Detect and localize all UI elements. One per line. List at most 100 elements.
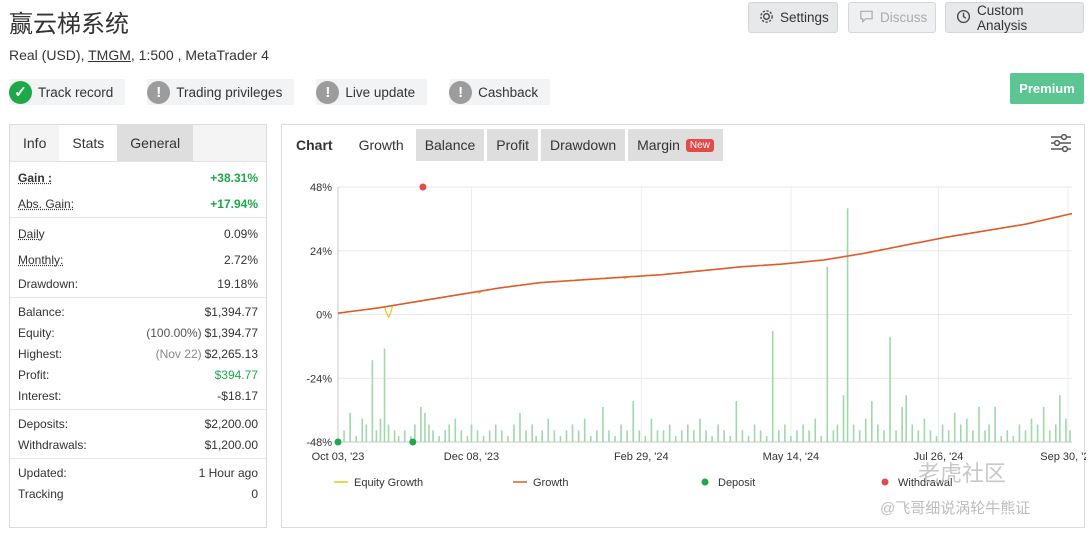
activity-bar (1042, 406, 1045, 442)
daily-value: 0.09% (223, 226, 258, 241)
activity-bar (680, 430, 683, 442)
tab-info[interactable]: Info (23, 135, 47, 151)
activity-bar (444, 430, 446, 442)
activity-bar (424, 412, 426, 442)
activity-bar (614, 436, 616, 442)
activity-bar (620, 424, 622, 442)
activity-bar (650, 418, 653, 442)
activity-bar (917, 430, 920, 442)
watermark-text: 老虎社区 (918, 461, 1007, 486)
activity-bar (403, 430, 406, 442)
activity-bar (796, 430, 798, 442)
equity-row: Equity: (100.00%) $1,394.77 (18, 322, 258, 343)
tab-profit[interactable]: Profit (487, 129, 538, 161)
abs-gain-label[interactable]: Abs. Gain: (18, 196, 75, 211)
activity-bar (978, 406, 980, 442)
activity-bar (1018, 424, 1021, 442)
custom-analysis-label: Custom Analysis (977, 2, 1028, 33)
activity-bar (383, 348, 386, 442)
activity-bar (832, 430, 835, 442)
badge-cashback[interactable]: ! Cashback (449, 79, 551, 105)
activity-bar (432, 430, 434, 442)
activity-bar (375, 430, 378, 442)
activity-bar (448, 424, 451, 442)
account-details: , 1:500 , MetaTrader 4 (130, 47, 269, 63)
activity-bar (864, 418, 867, 442)
tab-margin[interactable]: Margin New (628, 129, 723, 161)
deposit-point (409, 438, 417, 446)
discuss-button[interactable]: Discuss (848, 2, 936, 33)
activity-bar (553, 430, 556, 442)
activity-bar (923, 418, 926, 442)
x-tick-label: Sep 30, '24 (1040, 451, 1086, 463)
tab-general[interactable]: General (117, 125, 194, 161)
activity-bar (929, 430, 932, 442)
activity-bar (583, 418, 586, 442)
tab-drawdown[interactable]: Drawdown (540, 129, 626, 161)
tab-stats[interactable]: Stats (59, 125, 118, 161)
activity-bar (852, 424, 855, 442)
activity-bar (693, 430, 695, 442)
premium-button[interactable]: Premium (1010, 73, 1084, 104)
growth-chart[interactable]: 48% 24% 0% -24% -48% Oct 03, '23 Dec 08, '23 Fe… (282, 167, 1086, 527)
activity-bar (387, 424, 390, 442)
badge-track-record[interactable]: ✓ Track record (9, 79, 126, 105)
activity-bar (507, 436, 509, 442)
stats-tabs: Info Stats General (10, 125, 266, 162)
activity-bar (355, 436, 357, 442)
badge-live-update[interactable]: ! Live update (316, 79, 428, 105)
tab-balance[interactable]: Balance (415, 129, 485, 161)
activity-bar (638, 430, 641, 442)
activity-bar (883, 430, 885, 442)
activity-bar (836, 424, 839, 442)
broker-link[interactable]: TMGM (88, 47, 131, 63)
abs-gain-value: +17.94% (210, 196, 258, 211)
balance-label: Balance: (18, 304, 65, 319)
tab-growth[interactable]: Growth (349, 129, 413, 161)
daily-label[interactable]: Daily (18, 226, 45, 241)
activity-bar (765, 436, 768, 442)
gain-label[interactable]: Gain : (18, 170, 53, 185)
withdrawals-label: Withdrawals: (18, 437, 87, 452)
monthly-label[interactable]: Monthly: (18, 252, 64, 267)
activity-bar (531, 424, 533, 442)
badge-label: Live update (345, 84, 416, 100)
y-tick-label: 24% (310, 246, 332, 258)
custom-analysis-button[interactable]: Custom Analysis (945, 2, 1084, 33)
activity-bar (525, 430, 527, 442)
withdrawals-row: Withdrawals: $1,200.00 (18, 434, 258, 455)
activity-bar (1055, 424, 1057, 442)
stats-panel: Info Stats General Gain : +38.31% Abs. Ga… (9, 124, 267, 528)
badge-label: Track record (38, 84, 114, 100)
growth-line (337, 212, 1073, 314)
activity-bar (541, 430, 544, 442)
activity-bar (414, 424, 416, 442)
badge-label: Cashback (478, 84, 539, 100)
activity-bar (608, 430, 610, 442)
activity-bar (705, 430, 707, 442)
activity-bar (735, 401, 738, 442)
interest-row: Interest: -$18.17 (18, 385, 258, 406)
gain-value: +38.31% (210, 170, 258, 185)
deposits-value: $2,200.00 (204, 416, 258, 431)
activity-bar (988, 424, 990, 442)
withdrawals-value: $1,200.00 (204, 437, 258, 452)
divider (10, 458, 266, 459)
legend-label: Withdrawal (898, 477, 952, 489)
equity-value: $1,394.77 (204, 325, 258, 340)
activity-bar (361, 418, 364, 442)
activity-bar (753, 424, 756, 442)
activity-bar (1024, 430, 1027, 442)
activity-bar (371, 360, 374, 442)
activity-bar (488, 430, 491, 442)
legend-label: Equity Growth (354, 477, 423, 489)
comment-icon (859, 9, 874, 26)
sliders-icon[interactable] (1050, 133, 1072, 156)
highest-date: (Nov 22) (155, 346, 202, 361)
watermark-credit: @飞哥细说涡轮牛熊证 (880, 500, 1031, 517)
account-info: Real (USD), TMGM, 1:500 , MetaTrader 4 (9, 47, 269, 63)
activity-bar (953, 412, 956, 442)
settings-button[interactable]: Settings (748, 2, 838, 33)
activity-bar (602, 406, 604, 442)
badge-trading-privileges[interactable]: ! Trading privileges (147, 79, 295, 105)
